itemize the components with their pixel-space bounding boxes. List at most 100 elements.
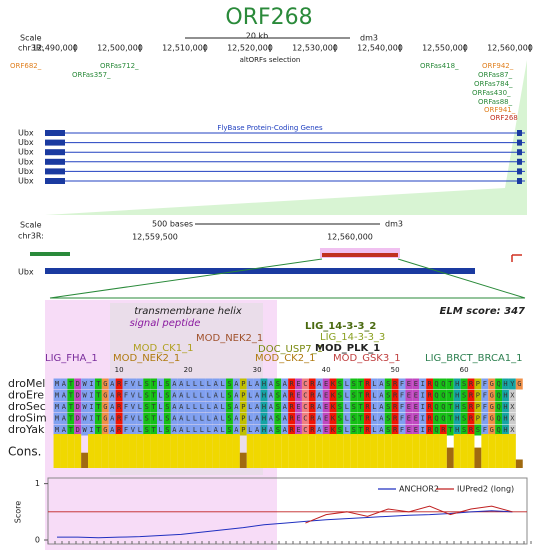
residue-cell: [60, 378, 68, 390]
residue-cell: [74, 401, 82, 413]
residue-cell: [357, 401, 365, 413]
residue-cell: [343, 401, 351, 413]
residue-cell: [232, 413, 240, 424]
residue: H: [262, 392, 266, 400]
residue-cell: [412, 378, 420, 390]
gene-exon: [517, 158, 522, 165]
residue-cell: [467, 390, 475, 401]
residue-cell: [322, 378, 330, 390]
residue: A: [234, 426, 239, 434]
motif-label: MOD_CK2_1: [255, 353, 315, 364]
species-label: droYak: [8, 423, 45, 436]
residue: S: [276, 403, 280, 411]
zoom-connector: [49, 258, 526, 299]
residue-cell: [115, 401, 123, 413]
conservation-bar: [60, 434, 68, 468]
residue-cell: [377, 390, 385, 401]
residue-cell: [239, 378, 247, 390]
residue-cell: [308, 401, 316, 413]
residue: M: [55, 392, 59, 400]
residue: T: [96, 426, 101, 434]
residue: L: [372, 426, 376, 434]
residue: L: [220, 380, 224, 388]
residue-cell: [88, 390, 95, 401]
residue: L: [186, 415, 190, 423]
residue-cell: [288, 390, 296, 401]
residue: A: [255, 403, 260, 411]
conservation-bar: [267, 434, 275, 468]
residue: E: [407, 415, 411, 423]
residue: V: [131, 392, 136, 400]
residue-cell: [184, 413, 192, 424]
residue: H: [262, 403, 266, 411]
residue-cell: [260, 378, 268, 390]
conservation-bar: [357, 434, 365, 468]
residue-cell: [405, 390, 413, 401]
residue-cell: [267, 413, 275, 424]
residue: Q: [496, 426, 500, 434]
residue: H: [455, 392, 459, 400]
residue: E: [296, 380, 300, 388]
residue-cell: [205, 401, 213, 413]
residue-cell: [136, 390, 144, 401]
residue: L: [200, 380, 204, 388]
residue-cell: [384, 424, 392, 436]
residue: A: [172, 392, 177, 400]
residue-cell: [101, 378, 109, 390]
residue-cell: [260, 424, 268, 436]
conservation-bar: [88, 434, 95, 468]
conservation-bar: [115, 434, 123, 468]
residue: S: [276, 392, 280, 400]
gene-exon: [45, 139, 65, 146]
residue-cell: [357, 378, 365, 390]
residue-cell: [495, 390, 503, 401]
residue-cell: [81, 413, 89, 424]
conservation-label: Cons.: [8, 445, 41, 459]
residue: S: [352, 380, 356, 388]
residue: A: [269, 415, 274, 423]
residue-cell: [315, 424, 323, 436]
residue-position: 20: [184, 366, 193, 374]
residue-cell: [336, 378, 344, 390]
residue-cell: [343, 378, 351, 390]
residue-cell: [488, 401, 496, 413]
residue-cell: [460, 401, 468, 413]
residue-cell: [343, 390, 351, 401]
residue: A: [110, 392, 115, 400]
residue: S: [276, 380, 280, 388]
residue-cell: [398, 390, 406, 401]
conservation-bar: [488, 434, 496, 468]
residue: P: [241, 392, 245, 400]
residue-cell: [219, 378, 227, 390]
residue-cell: [198, 378, 206, 390]
residue: W: [82, 380, 87, 388]
residue: D: [76, 403, 80, 411]
conservation-bar: [433, 434, 440, 468]
residue-cell: [136, 413, 144, 424]
zoom-position: 12,559,500: [132, 233, 178, 242]
residue: R: [289, 415, 294, 423]
residue-cell: [446, 413, 454, 424]
residue-cell: [212, 390, 220, 401]
residue-cell: [439, 390, 447, 401]
conservation-bar: [377, 434, 385, 468]
residue: R: [427, 380, 432, 388]
residue: A: [179, 380, 184, 388]
residue: S: [227, 380, 231, 388]
orf-label: ORFas418_: [420, 62, 459, 70]
residue-cell: [467, 401, 475, 413]
residue-cell: [53, 424, 61, 436]
residue: A: [172, 380, 177, 388]
residue: A: [255, 392, 260, 400]
residue: R: [393, 380, 398, 388]
residue-cell: [398, 413, 406, 424]
residue: Q: [441, 392, 445, 400]
residue: I: [421, 380, 425, 388]
residue-position: 50: [391, 366, 400, 374]
residue-cell: [481, 413, 489, 424]
residue-cell: [433, 424, 440, 436]
residue-cell: [460, 413, 468, 424]
residue: F: [124, 380, 128, 388]
zoom-chrom-label: chr3R:: [18, 232, 44, 241]
residue-cell: [219, 401, 227, 413]
